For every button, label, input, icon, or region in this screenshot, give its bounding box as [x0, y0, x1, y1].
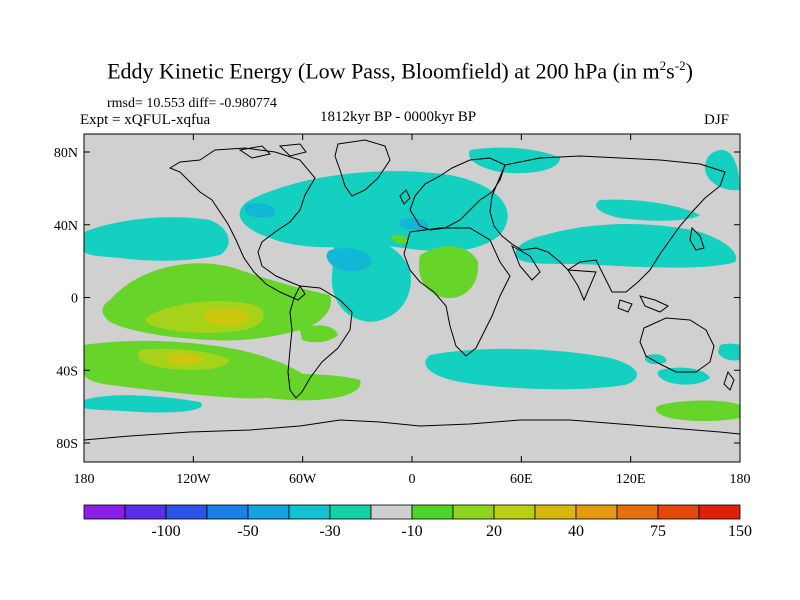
anomaly-region	[239, 171, 508, 252]
colorbar-swatch	[206, 504, 249, 520]
chart-title: Eddy Kinetic Energy (Low Pass, Bloomfiel…	[107, 58, 693, 84]
lat-tick-label: 40N	[54, 219, 78, 234]
anomaly-region	[718, 343, 740, 361]
experiment-label: Expt = xQFUL-xqfua	[80, 112, 211, 128]
lon-tick-label: 180	[730, 472, 751, 487]
lat-tick-label: 0	[71, 292, 78, 307]
lat-tick-label: 40S	[56, 364, 78, 379]
anomaly-region	[596, 199, 700, 221]
anomaly-region	[400, 217, 429, 231]
anomaly-region	[326, 248, 372, 272]
colorbar-label: 40	[568, 523, 584, 540]
lat-tick-label: 80N	[54, 146, 78, 161]
anomaly-region	[469, 147, 560, 174]
colorbar-label: -100	[151, 523, 180, 540]
lon-tick-label: 120E	[616, 472, 646, 487]
colorbar-swatch	[411, 504, 454, 520]
colorbar-swatch	[575, 504, 618, 520]
anomaly-region	[245, 203, 276, 218]
coastline-arctic-islands	[278, 143, 307, 157]
anomaly-region	[229, 373, 361, 401]
colorbar-swatch	[247, 504, 290, 520]
anomaly-region	[645, 354, 667, 365]
anomaly-region	[515, 224, 737, 268]
lon-tick-label: 60W	[289, 472, 317, 487]
coastline-uk	[399, 189, 411, 205]
lon-tick-label: 60E	[510, 472, 533, 487]
colorbar-swatch	[83, 504, 126, 520]
coastline-north-america	[168, 147, 316, 301]
anomaly-region	[202, 308, 250, 326]
colorbar-label: -50	[237, 523, 258, 540]
colorbar-swatch	[452, 504, 495, 520]
stats-text: rmsd= 10.553 diff= -0.980774	[107, 96, 277, 111]
anomaly-region	[655, 400, 740, 421]
anomaly-region	[300, 325, 338, 343]
colorbar-swatch	[288, 504, 331, 520]
colorbar-label: -30	[319, 523, 340, 540]
coastline-antarctica	[84, 419, 740, 441]
colorbar-swatch	[165, 504, 208, 520]
anomaly-region	[84, 217, 229, 261]
colorbar-label: 75	[650, 523, 666, 540]
colorbar-swatch	[534, 504, 577, 520]
colorbar-label: -10	[401, 523, 422, 540]
latitude-axis: 80N 40N 0 40S 80S	[54, 146, 740, 452]
coastline-greenland	[334, 139, 391, 197]
anomaly-region	[425, 348, 637, 390]
colorbar-swatch	[698, 504, 741, 520]
coastline-south-america	[287, 285, 353, 399]
colorbar-swatch	[370, 504, 413, 520]
colorbar-label: 20	[486, 523, 502, 540]
lon-tick-label: 0	[409, 472, 416, 487]
period-label: 1812kyr BP - 0000kyr BP	[320, 109, 477, 125]
colorbar-swatch	[329, 504, 372, 520]
coastline-japan	[689, 226, 705, 251]
coastline-india	[567, 269, 597, 302]
coastline-arctic-islands	[238, 145, 271, 159]
colorbar-swatch	[616, 504, 659, 520]
anomaly-region	[418, 246, 479, 299]
lon-tick-label: 180	[74, 472, 95, 487]
anomaly-region	[84, 395, 202, 413]
anomaly-field	[84, 139, 740, 441]
longitude-axis: 180 120W 60W 0 60E 120E 180	[74, 134, 751, 487]
season-label: DJF	[704, 112, 730, 128]
coastline-indonesia	[639, 295, 669, 313]
lat-tick-label: 80S	[56, 437, 78, 452]
anomaly-region	[392, 235, 408, 244]
colorbar-label: 150	[728, 523, 752, 540]
coastline-sumatra	[617, 299, 633, 313]
lon-tick-label: 120W	[176, 472, 211, 487]
coastline-africa	[403, 227, 511, 357]
coastline-new-zealand	[723, 370, 735, 391]
anomaly-region	[165, 352, 205, 365]
coastline-australia	[639, 317, 715, 373]
coastline-europe	[409, 157, 506, 231]
colorbar-swatch	[493, 504, 536, 520]
colorbar-swatch	[124, 504, 167, 520]
coastline-asia	[489, 155, 726, 293]
coastlines	[84, 139, 740, 441]
coastline-arabia	[511, 244, 541, 281]
colorbar-swatch	[657, 504, 700, 520]
anomaly-region	[705, 149, 740, 191]
colorbar: -100 -50 -30 -10 20 40 75 150	[83, 504, 752, 540]
